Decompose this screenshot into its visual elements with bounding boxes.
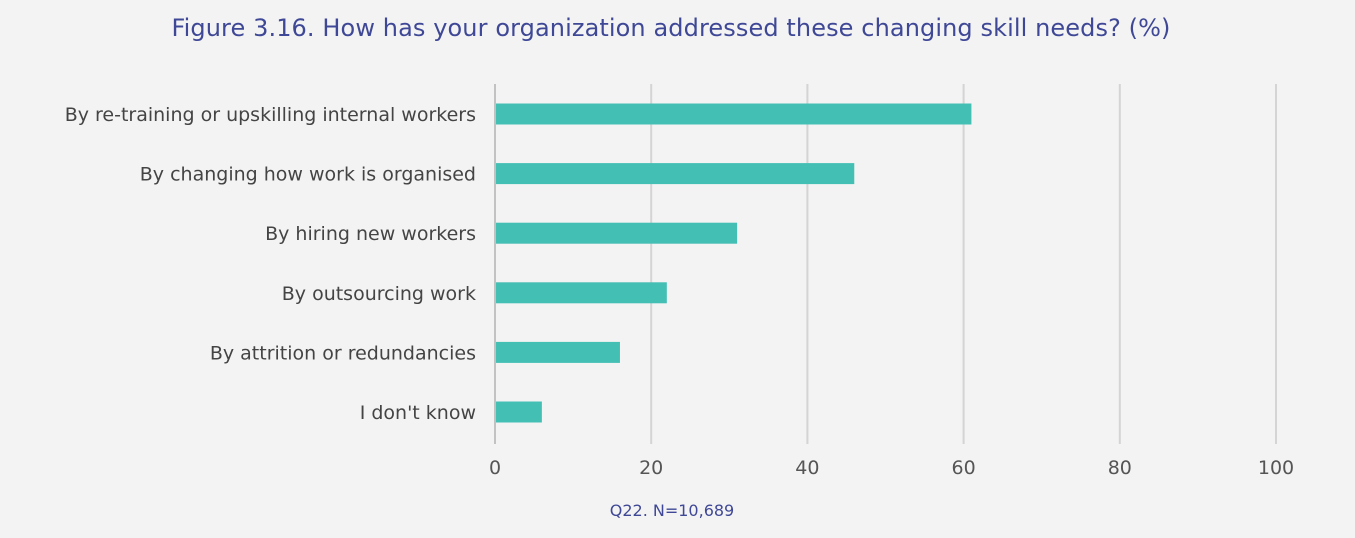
x-tick-label: 100 — [1258, 457, 1294, 479]
x-axis-ticks: 0 20 40 60 80 100 — [489, 457, 1294, 479]
bars — [496, 103, 972, 423]
category-label: I don't know — [360, 402, 476, 424]
bar — [496, 103, 972, 125]
category-label: By attrition or redundancies — [210, 342, 476, 364]
category-label: By changing how work is organised — [140, 164, 476, 186]
category-label: By re-training or upskilling internal wo… — [65, 104, 476, 126]
x-tick-label: 0 — [489, 457, 501, 479]
x-tick-label: 60 — [952, 457, 976, 479]
chart-note: Q22. N=10,689 — [609, 501, 735, 520]
category-labels: By re-training or upskilling internal wo… — [65, 104, 476, 424]
gridlines — [494, 84, 1277, 444]
category-label: By outsourcing work — [282, 283, 476, 305]
bar — [496, 163, 855, 185]
chart-title: Figure 3.16. How has your organization a… — [171, 14, 1171, 42]
category-label: By hiring new workers — [265, 223, 476, 245]
bar — [496, 282, 667, 304]
x-tick-label: 80 — [1108, 457, 1132, 479]
x-tick-label: 40 — [795, 457, 819, 479]
x-tick-label: 20 — [639, 457, 663, 479]
bar — [496, 222, 738, 244]
bar — [496, 341, 620, 363]
bar — [496, 401, 542, 423]
